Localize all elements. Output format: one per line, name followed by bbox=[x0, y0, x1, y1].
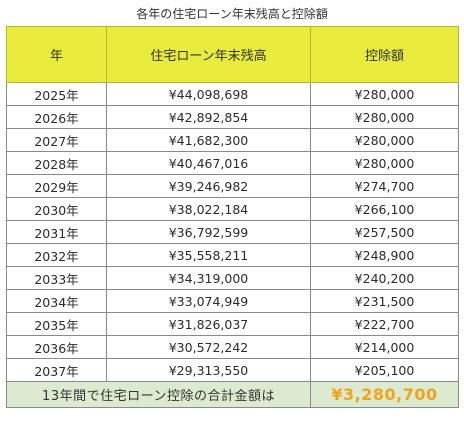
cell-balance: ¥44,098,698 bbox=[106, 82, 311, 106]
table-row: 2027年 ¥41,682,300 ¥280,000 bbox=[6, 128, 459, 152]
cell-deduction: ¥222,700 bbox=[310, 312, 459, 336]
cell-balance: ¥38,022,184 bbox=[106, 197, 311, 221]
cell-deduction: ¥257,500 bbox=[310, 220, 459, 244]
cell-year: 2035年 bbox=[6, 312, 107, 336]
cell-year: 2033年 bbox=[6, 266, 107, 290]
header-row: 年 住宅ローン年末残高 控除額 bbox=[6, 26, 459, 83]
table-row: 2033年 ¥34,319,000 ¥240,200 bbox=[6, 266, 459, 290]
table-row: 2032年 ¥35,558,211 ¥248,900 bbox=[6, 243, 459, 267]
cell-year: 2029年 bbox=[6, 174, 107, 198]
cell-deduction: ¥280,000 bbox=[310, 105, 459, 129]
cell-balance: ¥40,467,016 bbox=[106, 151, 311, 175]
table-row: 2025年 ¥44,098,698 ¥280,000 bbox=[6, 82, 459, 106]
cell-deduction: ¥248,900 bbox=[310, 243, 459, 267]
table-row: 2030年 ¥38,022,184 ¥266,100 bbox=[6, 197, 459, 221]
cell-balance: ¥30,572,242 bbox=[106, 335, 311, 359]
cell-year: 2028年 bbox=[6, 151, 107, 175]
total-value: ¥3,280,700 bbox=[310, 381, 459, 408]
cell-balance: ¥41,682,300 bbox=[106, 128, 311, 152]
cell-balance: ¥34,319,000 bbox=[106, 266, 311, 290]
cell-deduction: ¥240,200 bbox=[310, 266, 459, 290]
table-row: 2036年 ¥30,572,242 ¥214,000 bbox=[6, 335, 459, 359]
table-row: 2029年 ¥39,246,982 ¥274,700 bbox=[6, 174, 459, 198]
total-row: 13年間で住宅ローン控除の合計金額は ¥3,280,700 bbox=[6, 381, 459, 408]
cell-balance: ¥39,246,982 bbox=[106, 174, 311, 198]
cell-balance: ¥35,558,211 bbox=[106, 243, 311, 267]
cell-year: 2027年 bbox=[6, 128, 107, 152]
table-row: 2034年 ¥33,074,949 ¥231,500 bbox=[6, 289, 459, 313]
cell-deduction: ¥280,000 bbox=[310, 128, 459, 152]
header-year: 年 bbox=[6, 26, 107, 83]
header-balance: 住宅ローン年末残高 bbox=[106, 26, 311, 83]
cell-balance: ¥29,313,550 bbox=[106, 358, 311, 382]
cell-year: 2026年 bbox=[6, 105, 107, 129]
cell-year: 2031年 bbox=[6, 220, 107, 244]
cell-deduction: ¥205,100 bbox=[310, 358, 459, 382]
cell-year: 2032年 bbox=[6, 243, 107, 267]
cell-year: 2036年 bbox=[6, 335, 107, 359]
total-label: 13年間で住宅ローン控除の合計金額は bbox=[6, 381, 311, 408]
loan-deduction-table: 年 住宅ローン年末残高 控除額 2025年 ¥44,098,698 ¥280,0… bbox=[6, 26, 459, 408]
cell-year: 2030年 bbox=[6, 197, 107, 221]
cell-year: 2034年 bbox=[6, 289, 107, 313]
cell-year: 2037年 bbox=[6, 358, 107, 382]
table-row: 2026年 ¥42,892,854 ¥280,000 bbox=[6, 105, 459, 129]
cell-deduction: ¥274,700 bbox=[310, 174, 459, 198]
header-deduction: 控除額 bbox=[310, 26, 459, 83]
cell-deduction: ¥214,000 bbox=[310, 335, 459, 359]
cell-deduction: ¥280,000 bbox=[310, 151, 459, 175]
table-row: 2031年 ¥36,792,599 ¥257,500 bbox=[6, 220, 459, 244]
table-row: 2028年 ¥40,467,016 ¥280,000 bbox=[6, 151, 459, 175]
cell-balance: ¥33,074,949 bbox=[106, 289, 311, 313]
table-row: 2037年 ¥29,313,550 ¥205,100 bbox=[6, 358, 459, 382]
table-row: 2035年 ¥31,826,037 ¥222,700 bbox=[6, 312, 459, 336]
cell-balance: ¥36,792,599 bbox=[106, 220, 311, 244]
table-caption: 各年の住宅ローン年末残高と控除額 bbox=[136, 7, 328, 21]
cell-year: 2025年 bbox=[6, 82, 107, 106]
cell-deduction: ¥280,000 bbox=[310, 82, 459, 106]
cell-deduction: ¥266,100 bbox=[310, 197, 459, 221]
cell-balance: ¥42,892,854 bbox=[106, 105, 311, 129]
cell-balance: ¥31,826,037 bbox=[106, 312, 311, 336]
cell-deduction: ¥231,500 bbox=[310, 289, 459, 313]
